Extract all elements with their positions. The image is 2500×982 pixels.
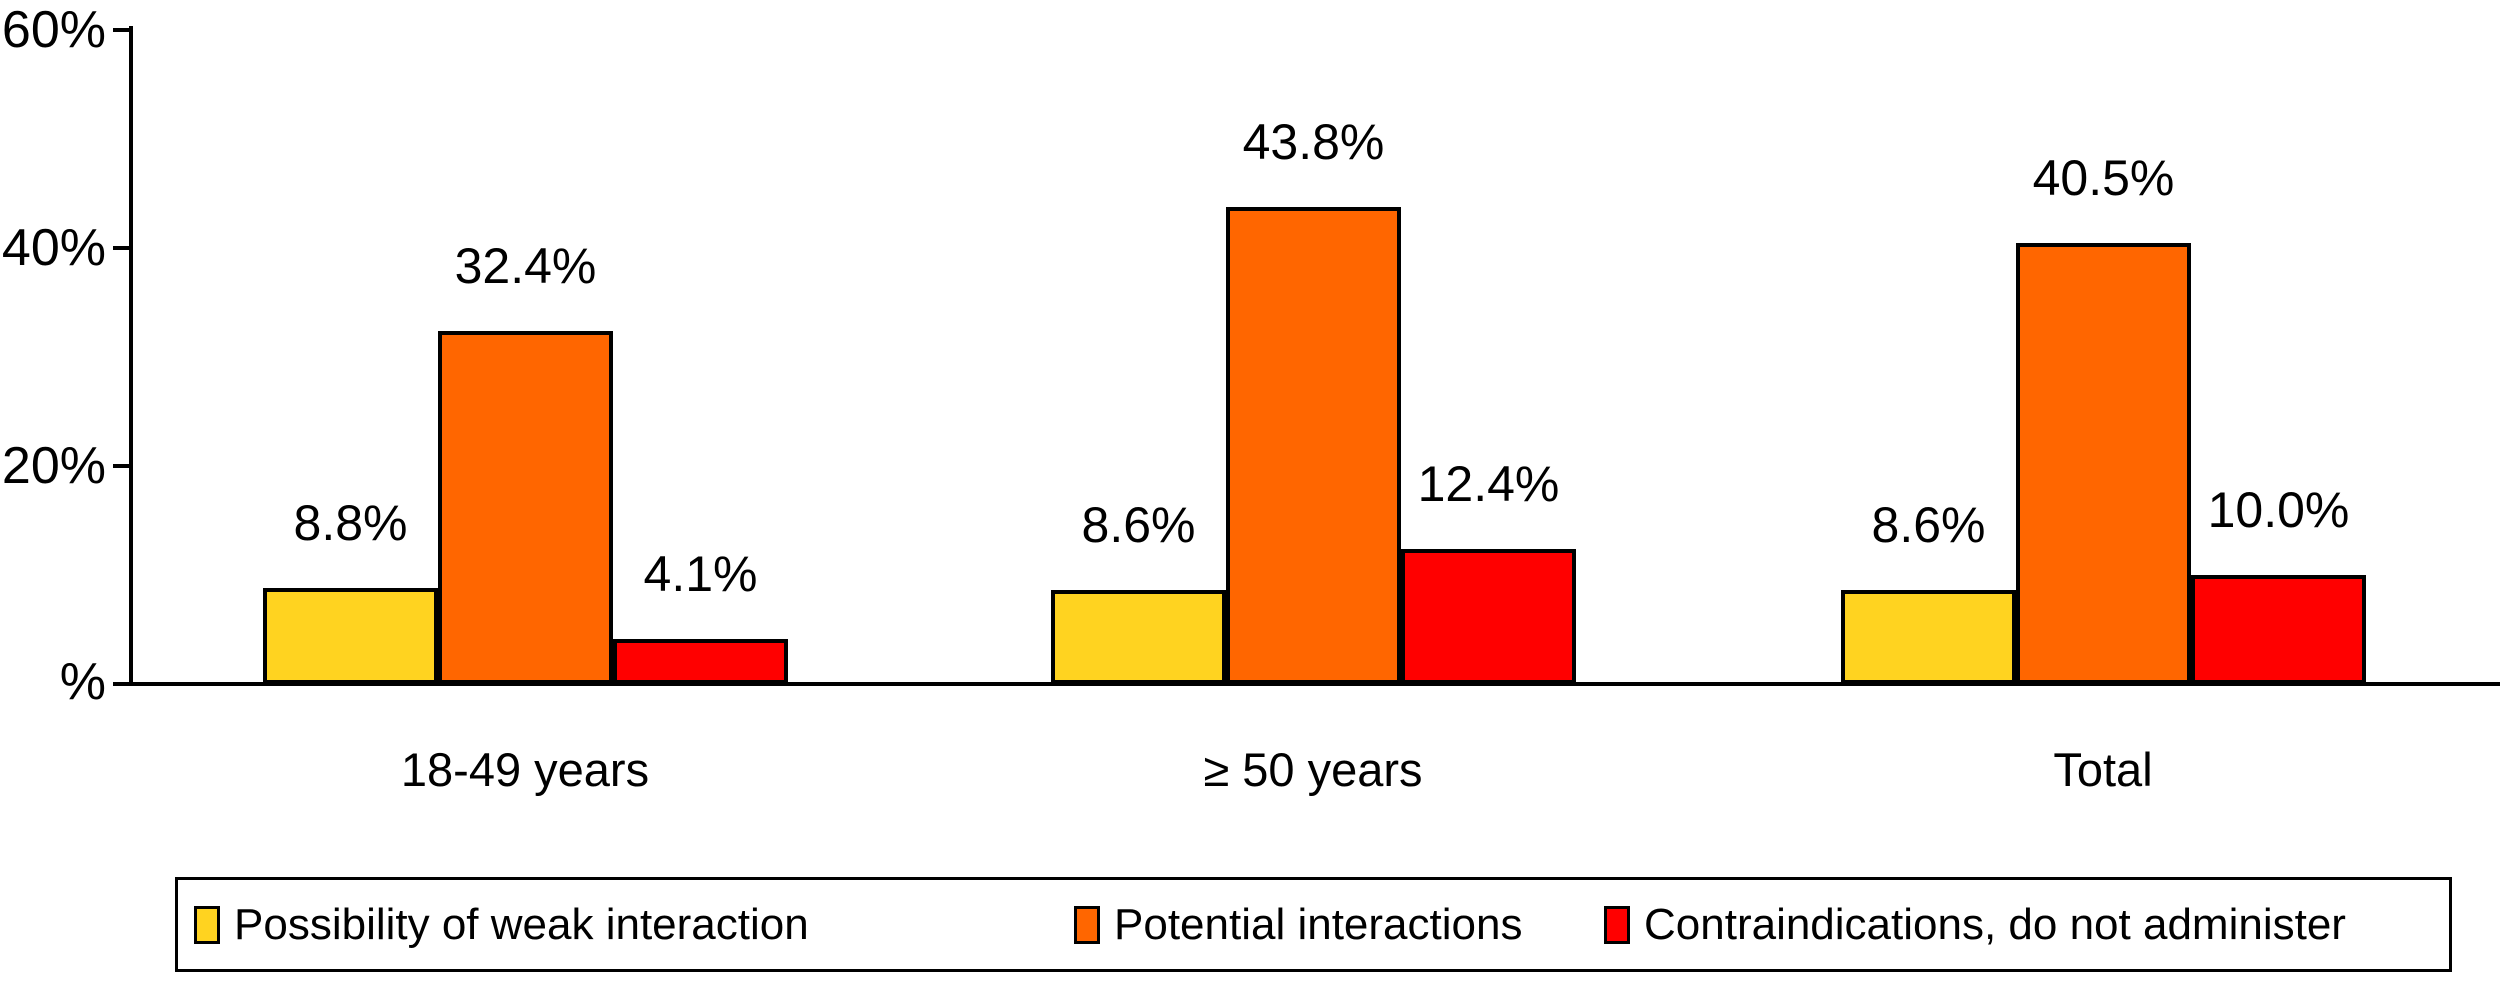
legend-item: Contraindications, do not administer: [1604, 880, 2346, 969]
value-label: 32.4%: [454, 238, 597, 294]
value-label: 8.6%: [1871, 497, 1986, 553]
legend-label: Potential interactions: [1114, 899, 1523, 949]
value-label: 43.8%: [1242, 114, 1385, 170]
legend-item: Potential interactions: [1074, 880, 1522, 969]
bar-1-2: [438, 331, 613, 684]
value-label: 8.8%: [293, 495, 408, 551]
category-label: ≥ 50 years: [1203, 743, 1423, 796]
y-tick-label: 20%: [1, 437, 106, 495]
legend-swatch-icon: [1604, 905, 1630, 944]
legend-swatch-icon: [1074, 905, 1100, 944]
bar-2-1: [1051, 590, 1226, 684]
legend-item: Possibility of weak interaction: [194, 880, 809, 969]
y-axis-origin-label: %: [59, 653, 106, 711]
bar-3-2: [2016, 243, 2191, 684]
bar-3-1: [1841, 590, 2016, 684]
legend: Possibility of weak interaction Potential…: [175, 877, 2452, 972]
x-axis-line: [113, 682, 2500, 686]
y-axis-line: [129, 26, 133, 686]
value-label: 40.5%: [2032, 150, 2175, 206]
bar-2-3: [1401, 549, 1576, 684]
y-tick-label: 60%: [1, 1, 106, 59]
y-tick-mark: [113, 464, 131, 468]
y-tick-label: 40%: [1, 219, 106, 277]
category-label: 18-49 years: [400, 743, 650, 796]
bar-1-1: [263, 588, 438, 684]
legend-label: Possibility of weak interaction: [234, 899, 809, 949]
category-label: Total: [2053, 743, 2153, 796]
legend-swatch-icon: [194, 905, 220, 944]
value-label: 10.0%: [2207, 482, 2350, 538]
y-tick-mark: [113, 28, 131, 32]
value-label: 12.4%: [1417, 456, 1560, 512]
value-label: 4.1%: [643, 546, 758, 602]
legend-label: Contraindications, do not administer: [1644, 899, 2346, 949]
bar-3-3: [2191, 575, 2366, 684]
value-label: 8.6%: [1081, 497, 1196, 553]
bar-1-3: [613, 639, 788, 684]
y-tick-mark: [113, 246, 131, 250]
bar-2-2: [1226, 207, 1401, 684]
